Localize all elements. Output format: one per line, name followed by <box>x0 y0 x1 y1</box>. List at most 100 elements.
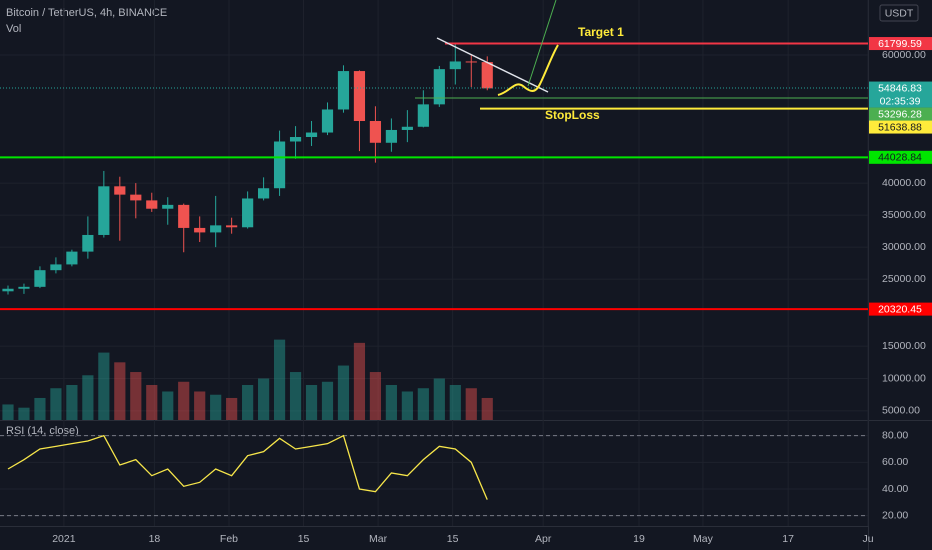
candle-body <box>114 186 126 195</box>
volume-bar <box>226 397 238 420</box>
candle-body <box>66 251 78 265</box>
candle-body <box>18 286 30 289</box>
candle-body <box>34 270 46 287</box>
target-annotation: Target 1 <box>578 25 624 39</box>
volume-bar <box>178 381 190 420</box>
price-label: 02:35:39 <box>880 95 921 107</box>
y-tick-label: 35000.00 <box>882 209 926 221</box>
x-tick-label: 17 <box>782 533 794 545</box>
volume-bar <box>82 375 94 420</box>
x-tick-label: Mar <box>369 533 388 545</box>
volume-bar <box>385 385 397 420</box>
y-tick-label: 30000.00 <box>882 241 926 253</box>
volume-bar <box>242 385 254 420</box>
volume-bar <box>417 388 429 420</box>
x-tick-label: Apr <box>535 533 552 545</box>
candle-body <box>194 227 206 233</box>
volume-bar <box>337 365 350 420</box>
volume-bar <box>194 391 206 420</box>
y-tick-label: 80.00 <box>882 429 908 441</box>
candle-body <box>449 61 461 70</box>
candle-body <box>146 200 158 209</box>
volume-bar <box>433 378 445 420</box>
breakout-line <box>527 0 557 87</box>
candle-body <box>130 194 142 201</box>
price-label: 20320.45 <box>878 303 922 315</box>
volume-bar <box>258 378 270 420</box>
candle-body <box>321 109 334 133</box>
volume-bar <box>210 394 222 420</box>
candle-body <box>226 225 238 228</box>
volume-title: Vol <box>6 23 21 35</box>
y-tick-label: 20.00 <box>882 509 908 521</box>
candle-body <box>401 126 413 130</box>
volume-bar <box>401 391 413 420</box>
volume-bar <box>321 381 334 420</box>
price-label-box <box>869 302 932 316</box>
candle-body <box>369 121 382 143</box>
volume-bar <box>162 391 174 420</box>
candle-body <box>433 69 445 105</box>
volume-bar <box>273 339 286 420</box>
volume-bar <box>18 407 30 420</box>
y-tick-label: 60.00 <box>882 456 908 468</box>
price-label: 51638.88 <box>878 121 922 133</box>
x-tick-label: Ju <box>862 533 873 545</box>
price-label: 54846.83 <box>878 82 922 94</box>
candle-body <box>2 288 14 292</box>
y-tick-label: 10000.00 <box>882 372 926 384</box>
rsi-title: RSI (14, close) <box>6 425 79 437</box>
x-tick-label: 2021 <box>52 533 76 545</box>
candle-body <box>210 225 222 233</box>
y-tick-label: 5000.00 <box>882 405 920 417</box>
x-tick-label: 18 <box>149 533 161 545</box>
price-label: 53296.28 <box>878 108 922 120</box>
y-tick-label: 60000.00 <box>882 49 926 61</box>
price-label-box <box>869 81 932 108</box>
candle-body <box>258 188 270 199</box>
x-tick-label: 15 <box>447 533 459 545</box>
candle-body <box>162 204 174 209</box>
volume-bar <box>130 372 142 420</box>
candle-body <box>481 62 493 89</box>
projection-path <box>497 44 559 96</box>
chart-title: Bitcoin / TetherUS, 4h, BINANCE <box>6 7 167 19</box>
y-tick-label: 40.00 <box>882 483 908 495</box>
candle-body <box>385 129 397 143</box>
candle-body <box>337 71 350 110</box>
x-tick-label: Feb <box>220 533 238 545</box>
x-tick-label: 19 <box>633 533 645 545</box>
price-label: 61799.59 <box>878 38 922 50</box>
y-tick-label: 40000.00 <box>882 177 926 189</box>
volume-bar <box>481 397 493 420</box>
volume-bar <box>305 385 318 420</box>
volume-bar <box>289 372 302 420</box>
rsi-line <box>7 434 488 500</box>
volume-bar <box>66 385 78 420</box>
candle-body <box>465 61 477 63</box>
volume-bar <box>2 404 14 420</box>
volume-bar <box>353 342 366 420</box>
price-label: 44028.84 <box>878 152 922 164</box>
volume-bar <box>34 397 46 420</box>
candle-body <box>289 137 302 142</box>
volume-bar <box>146 385 158 420</box>
unit-box <box>879 4 919 22</box>
x-tick-label: May <box>693 533 714 545</box>
candle-body <box>82 234 94 252</box>
price-label-box <box>869 107 932 121</box>
stoploss-annotation: StopLoss <box>545 108 600 122</box>
volume-bar <box>465 388 477 420</box>
y-tick-label: 15000.00 <box>882 340 926 352</box>
candle-body <box>353 71 366 122</box>
volume-bar <box>369 372 382 420</box>
x-tick-label: 15 <box>298 533 310 545</box>
volume-bar <box>449 385 461 420</box>
candle-body <box>273 141 286 189</box>
volume-bar <box>114 362 126 420</box>
candle-body <box>417 104 429 127</box>
candle-body <box>178 204 190 228</box>
candle-body <box>242 198 254 228</box>
